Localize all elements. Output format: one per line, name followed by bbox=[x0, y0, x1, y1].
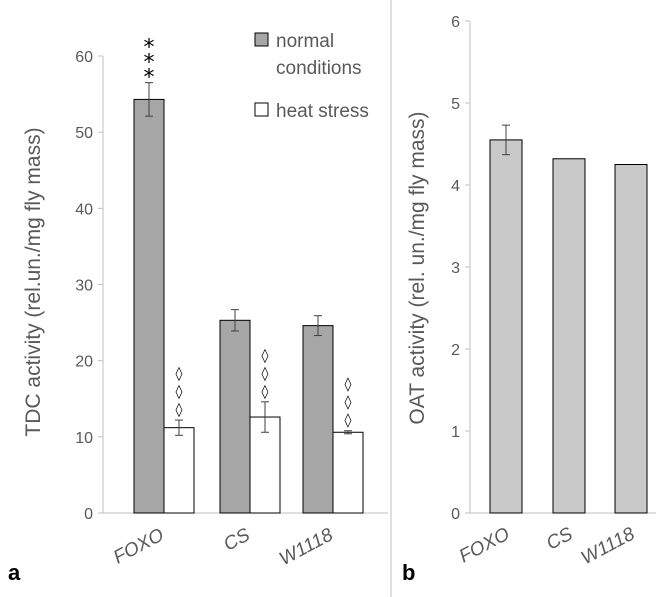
x-category-label-a: W1118 bbox=[276, 524, 337, 570]
y-tick-label-b: 2 bbox=[451, 342, 460, 359]
y-tick-label-b: 6 bbox=[451, 14, 460, 31]
x-category-label-b: FOXO bbox=[456, 524, 514, 568]
y-tick-label-b: 4 bbox=[451, 178, 460, 195]
y-tick-label-b: 3 bbox=[451, 260, 460, 277]
x-category-label-b: W1118 bbox=[578, 523, 639, 569]
chart-panel-a: a TDC activity (rel.un./mg fly mass) 0 10… bbox=[8, 31, 388, 585]
x-category-label-a: FOXO bbox=[110, 524, 168, 568]
y-tick-label-b: 5 bbox=[451, 96, 460, 113]
y-tick-label-a: 30 bbox=[75, 278, 93, 295]
significance-diamond: ◊ bbox=[262, 348, 269, 364]
significance-diamond: ◊ bbox=[262, 366, 269, 382]
legend: normal conditions heat stress bbox=[254, 31, 369, 122]
x-category-label-a: CS bbox=[220, 524, 253, 555]
legend-swatch-normal bbox=[254, 32, 269, 47]
significance-star: * bbox=[144, 66, 155, 91]
bar-heat-w1118 bbox=[332, 431, 364, 514]
chart-panel-b: b OAT activity (rel. un./mg fly mass) 0 1… bbox=[402, 14, 656, 585]
legend-label-normal: normal bbox=[276, 31, 334, 52]
significance-diamond: ◊ bbox=[176, 402, 183, 418]
bar-normal-cs bbox=[219, 319, 251, 514]
y-tick-label-b: 0 bbox=[451, 506, 460, 523]
y-tick-label-a: 60 bbox=[75, 49, 93, 66]
significance-diamond: ◊ bbox=[345, 413, 352, 429]
bar-oat-foxo bbox=[489, 139, 523, 514]
bar-heat-foxo bbox=[163, 427, 195, 514]
significance-diamond: ◊ bbox=[176, 366, 183, 382]
legend-label-normal-line2: conditions bbox=[276, 58, 362, 79]
significance-diamond: ◊ bbox=[176, 384, 183, 400]
y-tick-label-b: 1 bbox=[451, 424, 460, 441]
y-tick-label-a: 50 bbox=[75, 125, 93, 142]
significance-diamond: ◊ bbox=[345, 377, 352, 393]
significance-star: * bbox=[144, 51, 155, 76]
y-axis-label-b: OAT activity (rel. un./mg fly mass) bbox=[406, 111, 429, 424]
bar-heat-cs bbox=[249, 416, 281, 514]
y-tick-label-a: 0 bbox=[84, 506, 93, 523]
bar-oat-w1118 bbox=[614, 164, 648, 514]
bar-normal-w1118 bbox=[302, 325, 334, 514]
legend-swatch-heat bbox=[254, 102, 269, 117]
y-tick-label-a: 20 bbox=[75, 354, 93, 371]
x-category-label-b: CS bbox=[543, 523, 576, 554]
bar-normal-foxo bbox=[133, 98, 165, 514]
panel-label-a: a bbox=[8, 560, 21, 585]
legend-label-heat: heat stress bbox=[276, 101, 369, 122]
significance-star: * bbox=[144, 36, 155, 61]
y-axis-label-a: TDC activity (rel.un./mg fly mass) bbox=[22, 127, 45, 436]
significance-diamond: ◊ bbox=[345, 395, 352, 411]
significance-diamond: ◊ bbox=[262, 384, 269, 400]
y-tick-label-a: 10 bbox=[75, 430, 93, 447]
y-tick-label-a: 40 bbox=[75, 201, 93, 218]
bar-oat-cs bbox=[552, 158, 586, 514]
panel-label-b: b bbox=[402, 560, 415, 585]
